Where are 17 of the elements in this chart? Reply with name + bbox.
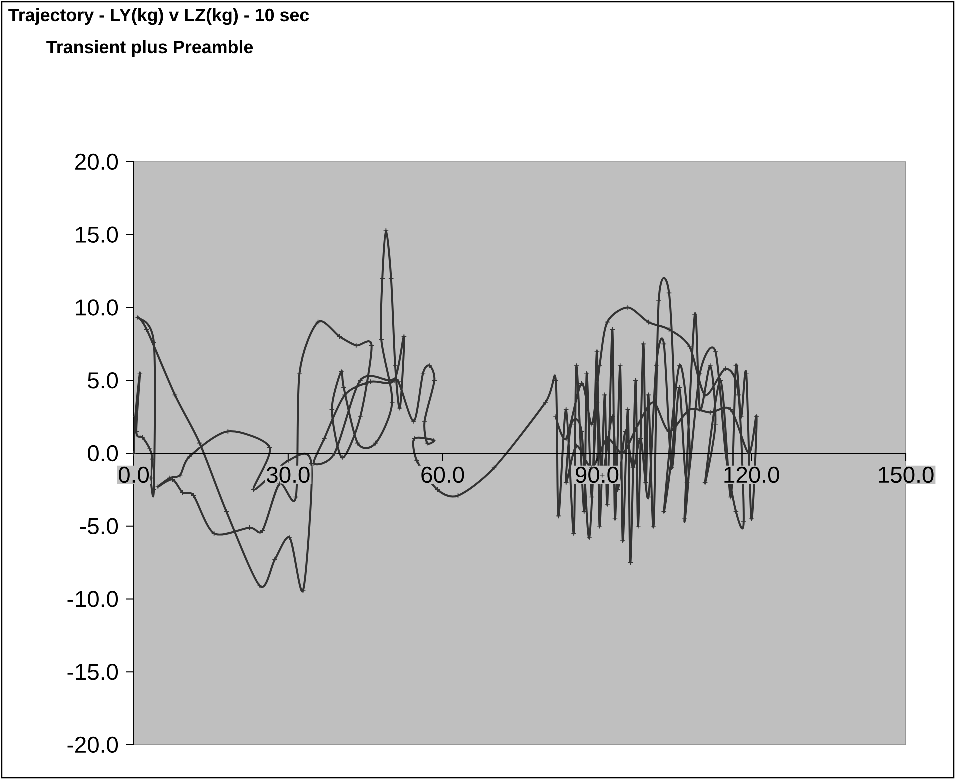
x-tick-label: 60.0 (422, 466, 464, 484)
y-tick-label: -20.0 (68, 736, 118, 754)
y-tick-label: 5.0 (88, 372, 118, 389)
chart-title: Trajectory - LY(kg) v LZ(kg) - 10 sec (8, 8, 310, 26)
y-tick-label: 15.0 (76, 226, 118, 243)
y-tick-label: -5.0 (80, 518, 118, 534)
x-tick-label: 120.0 (724, 466, 780, 484)
x-tick-label: 150.0 (879, 466, 934, 484)
x-tick-label: 0.0 (118, 466, 150, 484)
x-tick-label: 30.0 (266, 466, 310, 484)
y-tick-label: -15.0 (68, 664, 118, 680)
y-tick-label: 0.0 (88, 445, 118, 462)
chart-subtitle: Transient plus Preamble (46, 40, 254, 58)
y-tick-label: 20.0 (76, 154, 118, 170)
y-tick-label: 10.0 (76, 300, 118, 316)
x-tick-label: 90.0 (576, 466, 619, 484)
y-tick-label: -10.0 (68, 591, 118, 608)
